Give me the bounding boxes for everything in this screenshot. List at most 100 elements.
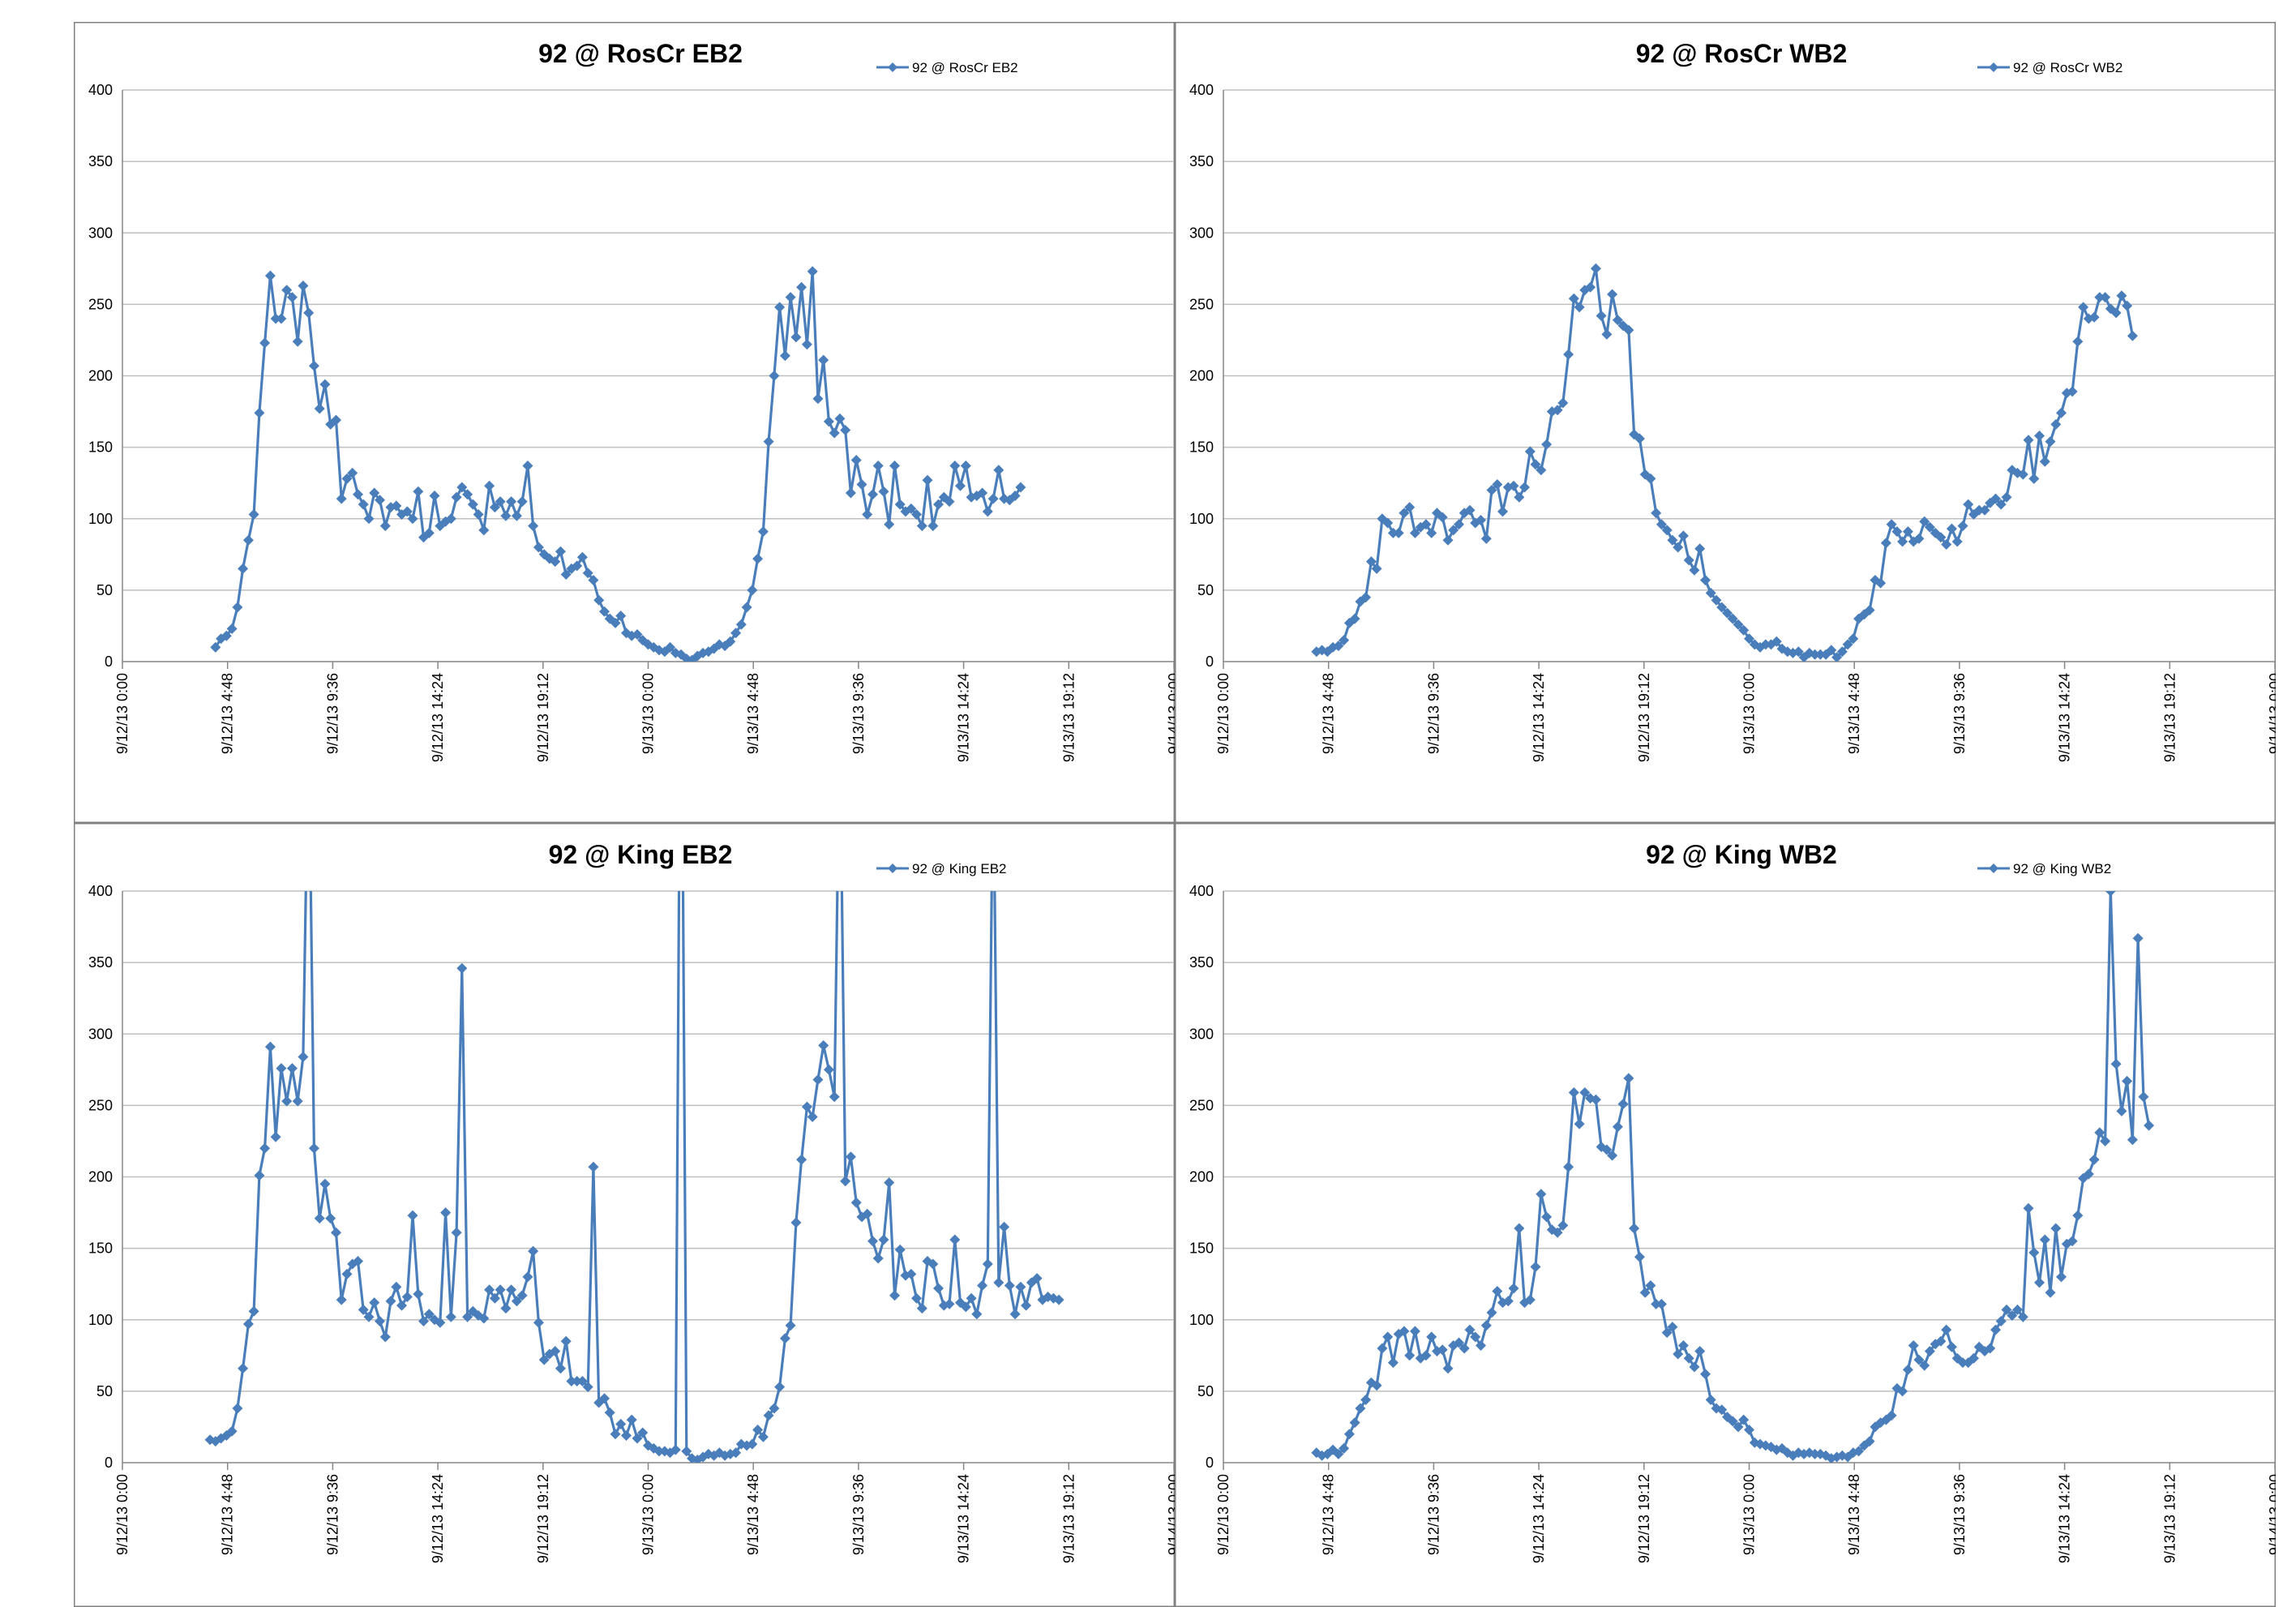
- data-point: [977, 487, 988, 499]
- data-point: [2094, 292, 2105, 303]
- data-point: [248, 1305, 259, 1317]
- y-tick-label: 350: [88, 954, 113, 971]
- data-point: [2083, 1168, 2094, 1180]
- data-point: [576, 551, 588, 563]
- data-point: [2045, 1287, 2056, 1298]
- data-point: [572, 560, 583, 572]
- data-point: [987, 493, 999, 504]
- x-tick-label: 9/12/13 19:12: [1636, 673, 1652, 762]
- data-point: [1814, 1448, 1826, 1459]
- data-point: [1848, 633, 1859, 645]
- x-tick-label: 9/13/13 19:12: [1060, 673, 1077, 762]
- data-point: [2110, 307, 2122, 319]
- data-point: [375, 1316, 385, 1326]
- data-point: [889, 1290, 900, 1301]
- data-point: [473, 509, 484, 520]
- data-point: [478, 1313, 490, 1324]
- data-point: [1552, 405, 1563, 416]
- data-point: [511, 1296, 522, 1307]
- data-point: [1437, 512, 1448, 523]
- data-point: [550, 556, 561, 568]
- data-point: [588, 575, 599, 585]
- data-point: [867, 1236, 878, 1247]
- data-point: [878, 486, 889, 497]
- data-point: [2132, 932, 2144, 944]
- x-tick-label: 9/12/13 19:12: [535, 1474, 551, 1563]
- data-point: [884, 1177, 895, 1189]
- data-point: [2144, 1120, 2155, 1131]
- legend: 92 @ King WB2: [1977, 861, 2111, 876]
- data-point: [1711, 594, 1722, 606]
- data-point: [1694, 1346, 1706, 1356]
- data-point: [687, 654, 697, 662]
- data-point: [1760, 1440, 1771, 1451]
- data-point: [1727, 613, 1738, 624]
- data-point: [1508, 480, 1519, 491]
- legend-marker: [888, 863, 897, 873]
- data-point: [665, 641, 675, 653]
- data-point: [254, 407, 265, 418]
- data-point: [516, 496, 528, 508]
- data-point: [1519, 482, 1530, 493]
- data-point: [2050, 418, 2062, 430]
- data-point: [911, 509, 922, 520]
- data-point: [1667, 1322, 1678, 1333]
- data-point: [1530, 1262, 1541, 1272]
- x-tick-label: 9/13/13 4:48: [1846, 1474, 1862, 1555]
- data-point: [336, 1294, 347, 1305]
- data-point: [555, 1363, 566, 1374]
- data-point: [1047, 1292, 1059, 1304]
- legend-label: 92 @ RosCr WB2: [2013, 60, 2123, 75]
- data-point: [1716, 1404, 1728, 1416]
- data-point: [1442, 1363, 1454, 1374]
- data-point: [1360, 592, 1372, 603]
- data-point: [2056, 407, 2067, 418]
- data-point: [1321, 1448, 1333, 1459]
- data-point: [1810, 1448, 1821, 1459]
- chart-title: 92 @ King WB2: [1646, 840, 1837, 869]
- data-point: [1919, 1360, 1930, 1371]
- data-point: [884, 519, 895, 530]
- data-point: [692, 1455, 703, 1463]
- data-point: [944, 496, 955, 508]
- data-point: [1355, 596, 1366, 607]
- data-point: [582, 568, 593, 579]
- data-point: [1623, 1073, 1634, 1084]
- data-point: [599, 1393, 610, 1404]
- data-point: [790, 332, 802, 343]
- data-point: [489, 502, 500, 513]
- chart-panel-king-eb2: 0 50 100 150 200 250 300 350 400 9/12/13 0:00 9/12…: [74, 823, 1175, 1607]
- data-point: [462, 1311, 473, 1322]
- chart-king-wb2: 0 50 100 150 200 250 300 350 400 9/12/13 0:00 9/12…: [1175, 823, 2276, 1607]
- data-point: [1995, 1316, 2007, 1326]
- data-point: [385, 1296, 396, 1307]
- data-point: [1782, 646, 1793, 658]
- data-point: [259, 337, 271, 349]
- data-point: [1897, 536, 1908, 547]
- x-tick-label: 9/12/13 14:24: [430, 673, 446, 762]
- data-point: [1552, 1227, 1563, 1238]
- y-tick-label: 400: [88, 883, 113, 899]
- data-point: [1448, 525, 1459, 536]
- data-point: [1585, 281, 1596, 293]
- data-point: [779, 1333, 790, 1344]
- data-point: [522, 1271, 533, 1283]
- data-point: [276, 313, 287, 324]
- x-tick-label: 9/12/13 9:36: [1425, 673, 1441, 754]
- data-point: [2050, 1223, 2062, 1234]
- data-point: [1371, 563, 1382, 574]
- data-point: [1404, 502, 1416, 513]
- data-point: [1349, 1417, 1360, 1429]
- data-point: [1995, 499, 2007, 510]
- data-point: [363, 513, 375, 525]
- y-tick-label: 150: [1189, 439, 1214, 456]
- data-point: [2072, 336, 2084, 347]
- data-point: [790, 1217, 802, 1228]
- data-point: [538, 1354, 550, 1365]
- data-point: [872, 461, 884, 471]
- data-point: [1705, 1395, 1716, 1405]
- data-point: [2105, 891, 2116, 897]
- data-point: [413, 1288, 424, 1300]
- x-tick-label: 9/13/13 14:24: [956, 673, 972, 762]
- data-point: [949, 461, 961, 471]
